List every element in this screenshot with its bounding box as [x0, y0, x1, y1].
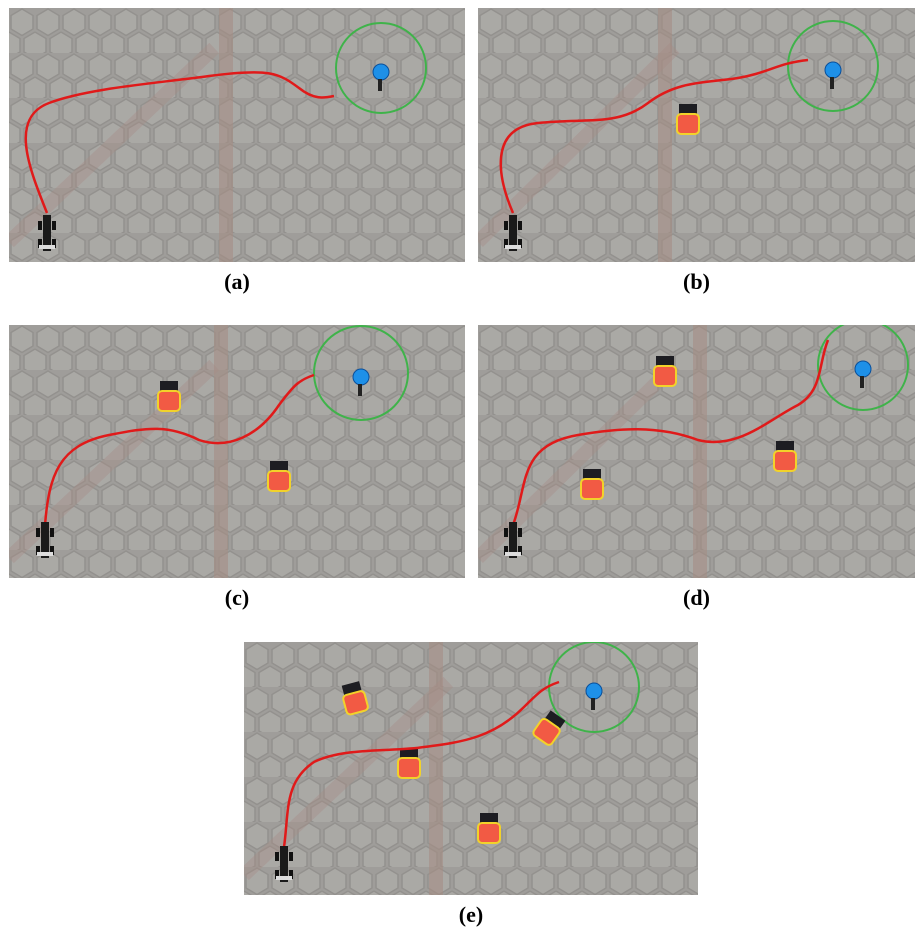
panel	[478, 315, 915, 588]
panel-image	[478, 315, 915, 588]
person	[825, 62, 841, 78]
panel-caption: (b)	[683, 269, 710, 294]
car-axle	[39, 245, 55, 249]
obstacle	[158, 381, 180, 411]
obstacle-marker	[158, 391, 180, 411]
haze	[9, 8, 465, 262]
figure: (a) (b) (c) (d) (e)	[0, 0, 923, 930]
panel	[9, 315, 465, 588]
car-axle	[276, 876, 292, 880]
obstacle-marker	[478, 823, 500, 843]
panel-image	[478, 0, 915, 272]
car-axle	[505, 552, 521, 556]
obstacle-marker	[774, 451, 796, 471]
person-shadow	[591, 698, 595, 710]
panel-caption: (c)	[225, 585, 249, 610]
car-wheel	[504, 221, 508, 230]
car-wheel	[50, 528, 54, 537]
panel-image	[244, 632, 698, 905]
obstacle	[581, 469, 603, 499]
car-wheel	[518, 528, 522, 537]
obstacle	[478, 813, 500, 843]
haze	[478, 8, 915, 262]
panel-image	[9, 315, 465, 588]
person-shadow	[860, 376, 864, 388]
panel-image	[9, 0, 465, 272]
obstacle	[398, 748, 420, 778]
car-axle	[505, 245, 521, 249]
car-wheel	[289, 852, 293, 861]
person	[855, 361, 871, 377]
person	[353, 369, 369, 385]
obstacle-marker	[654, 366, 676, 386]
panel	[244, 632, 698, 905]
car-wheel	[518, 221, 522, 230]
person	[586, 683, 602, 699]
haze	[478, 325, 915, 578]
person	[373, 64, 389, 80]
obstacle	[654, 356, 676, 386]
panel	[478, 0, 915, 272]
obstacle	[774, 441, 796, 471]
panel-caption: (d)	[683, 585, 710, 610]
panel-caption: (a)	[224, 269, 250, 294]
car-wheel	[275, 852, 279, 861]
haze	[9, 325, 465, 578]
car-axle	[37, 552, 53, 556]
obstacle-marker	[398, 758, 420, 778]
person-shadow	[830, 77, 834, 89]
obstacle-marker	[268, 471, 290, 491]
panel	[9, 0, 465, 272]
obstacle-marker	[342, 690, 368, 715]
obstacle	[677, 104, 699, 134]
obstacle	[268, 461, 290, 491]
person-shadow	[378, 79, 382, 91]
person-shadow	[358, 384, 362, 396]
obstacle-marker	[677, 114, 699, 134]
car-wheel	[38, 221, 42, 230]
car-wheel	[36, 528, 40, 537]
car-wheel	[52, 221, 56, 230]
panel-caption: (e)	[459, 902, 483, 927]
car-wheel	[504, 528, 508, 537]
haze	[244, 642, 698, 895]
obstacle-marker	[581, 479, 603, 499]
